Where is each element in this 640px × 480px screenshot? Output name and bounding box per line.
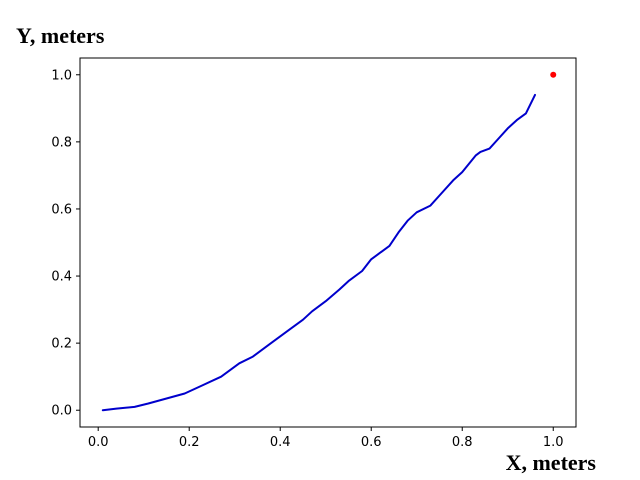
x-tick-label: 0.2 [179,435,200,450]
x-tick-label: 1.0 [543,435,564,450]
x-axis-title: X, meters [506,450,597,475]
y-tick-label: 1.0 [51,68,72,83]
x-tick-label: 0.6 [361,435,382,450]
x-tick-label: 0.8 [452,435,473,450]
x-tick-label: 0.0 [88,435,109,450]
target-point [550,71,557,78]
points-layer [550,71,557,78]
series-line [101,93,536,412]
y-tick-label: 0.2 [51,337,72,352]
x-tick-label: 0.4 [270,435,291,450]
plot-frame [79,57,577,428]
y-tick-label: 0.6 [51,202,72,217]
y-tick-label: 0.0 [51,404,72,419]
y-tick-label: 0.8 [51,135,72,150]
y-tick-label: 0.4 [51,270,72,285]
y-axis-title: Y, meters [16,23,105,48]
ticks-layer: 0.0 0.2 0.4 0.6 0.8 1.0 0.0 0.2 0.4 0.6 0.8 1.0 [51,68,563,450]
